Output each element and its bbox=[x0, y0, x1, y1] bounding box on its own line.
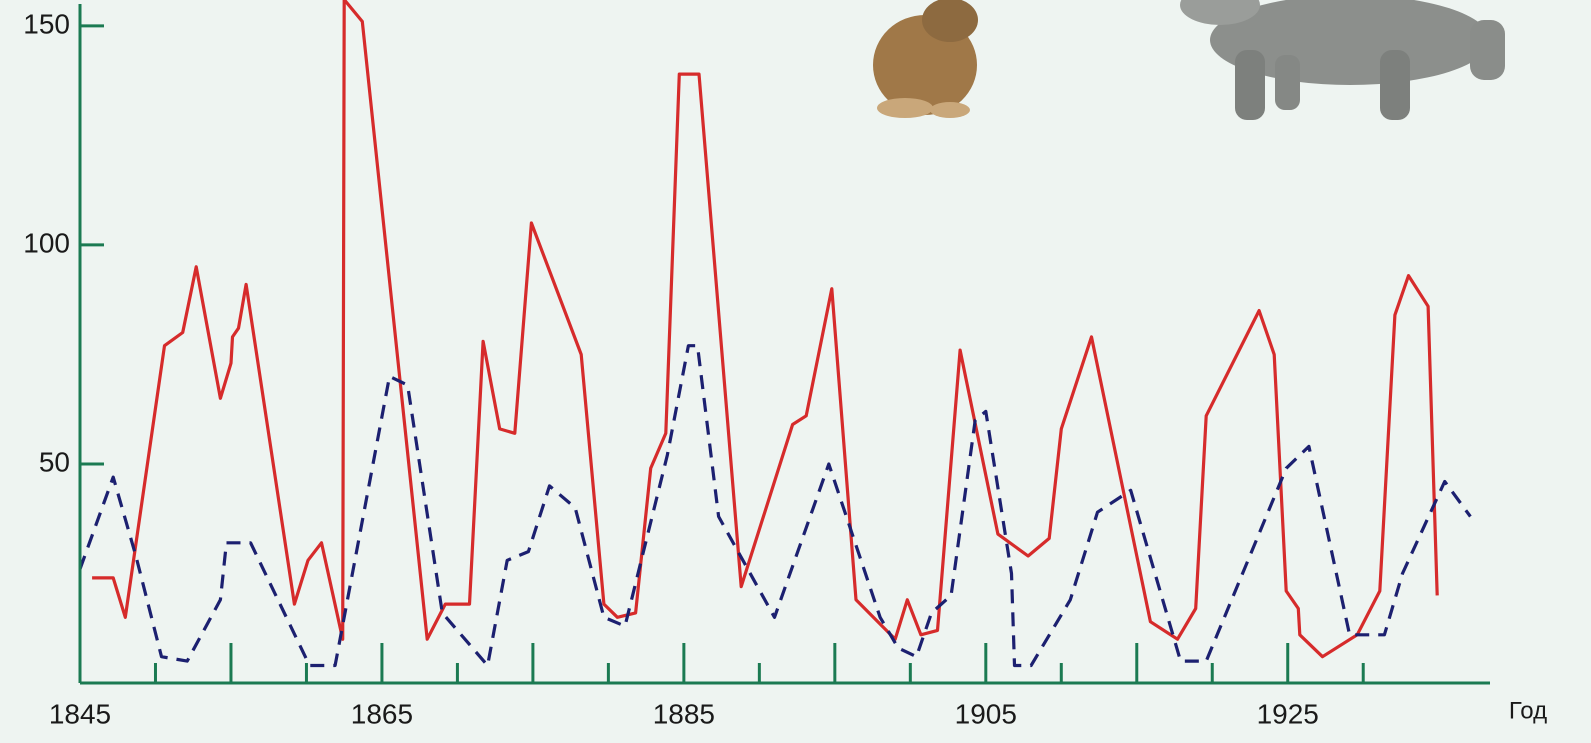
y-tick-label: 50 bbox=[39, 446, 70, 477]
series-line bbox=[78, 344, 1472, 668]
series-line bbox=[92, 0, 1439, 659]
x-axis-label: Год bbox=[1509, 697, 1547, 724]
x-tick-label: 1865 bbox=[351, 698, 413, 729]
x-tick-label: 1885 bbox=[653, 698, 715, 729]
x-tick-label: 1845 bbox=[49, 698, 111, 729]
lynx-picture bbox=[1180, 0, 1505, 120]
hare-picture bbox=[873, 0, 978, 118]
y-tick-label: 100 bbox=[23, 227, 70, 258]
x-tick-label: 1925 bbox=[1257, 698, 1319, 729]
x-tick-label: 1905 bbox=[955, 698, 1017, 729]
y-tick-label: 150 bbox=[23, 8, 70, 39]
